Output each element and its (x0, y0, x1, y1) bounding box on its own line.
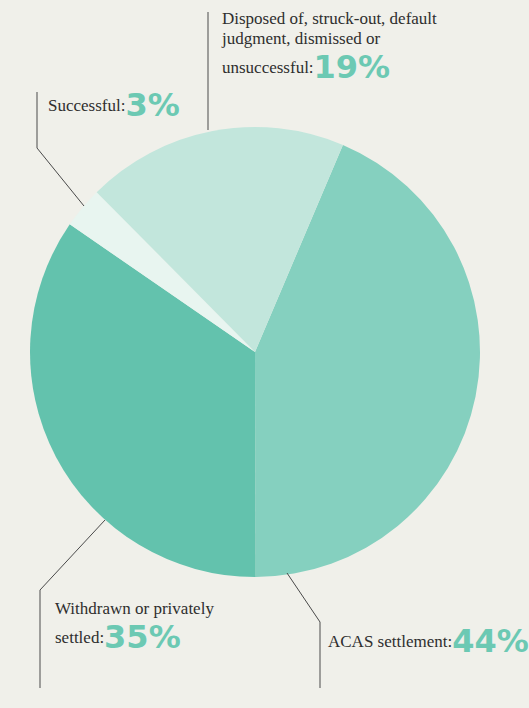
svg-text:settled:: settled: (55, 628, 104, 647)
svg-text:judgment, dismissed or: judgment, dismissed or (221, 29, 384, 48)
svg-text:unsuccessful:: unsuccessful: (222, 58, 314, 77)
svg-text:3%: 3% (125, 86, 179, 124)
svg-text:Disposed of, struck-out, defau: Disposed of, struck-out, default (222, 9, 441, 28)
svg-text:Successful:: Successful: (48, 96, 125, 115)
svg-text:44%: 44% (452, 622, 529, 660)
svg-text:19%: 19% (314, 48, 391, 86)
svg-text:ACAS settlement:: ACAS settlement: (328, 632, 452, 651)
svg-text:35%: 35% (104, 618, 181, 656)
svg-text:Withdrawn or privately: Withdrawn or privately (55, 599, 218, 618)
